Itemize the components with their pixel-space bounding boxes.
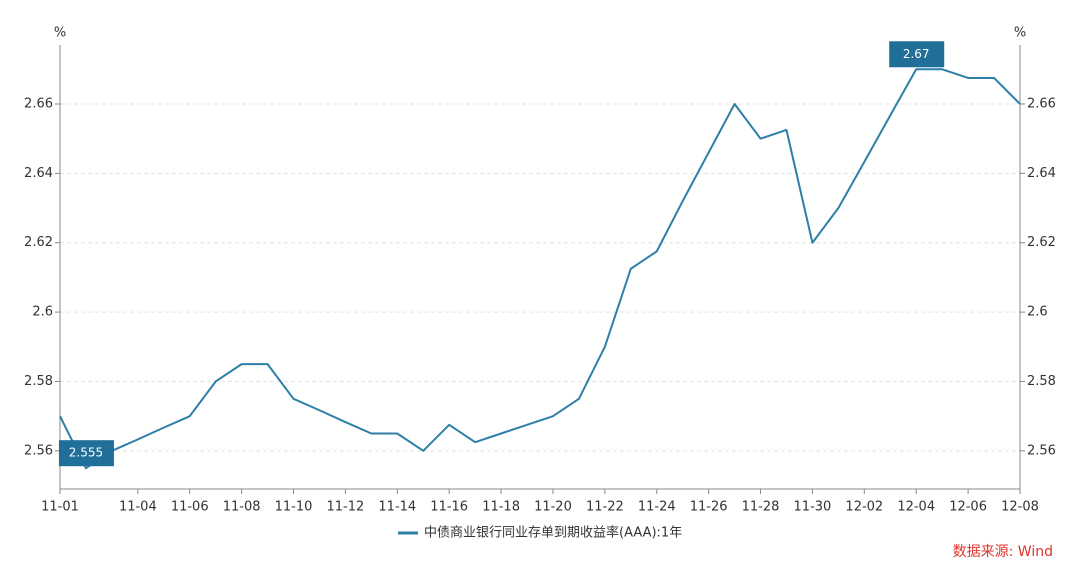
y2-tick-label: 2.58 (1027, 374, 1056, 389)
x-tick-label: 11-01 (41, 500, 79, 515)
x-tick-label: 12-06 (949, 500, 987, 515)
y2-tick-label: 2.66 (1027, 96, 1056, 111)
x-tick-label: 11-26 (690, 500, 728, 515)
source: 数据来源: Wind (953, 544, 1053, 560)
y2-tick-label: 2.64 (1027, 166, 1056, 181)
extreme-label-box (889, 41, 945, 68)
y2-tick-label: 2.6 (1027, 305, 1048, 320)
y-tick-label: 2.6 (32, 305, 53, 320)
x-tick-label: 11-20 (534, 500, 572, 515)
x-tick-label: 12-04 (897, 500, 935, 515)
x-tick-label: 11-24 (638, 500, 676, 515)
x-tick-label: 12-08 (1001, 500, 1039, 515)
x-tick-label: 11-16 (430, 500, 468, 515)
extreme-label: 2.555 (69, 446, 103, 460)
x-tick-label: 11-04 (119, 500, 157, 515)
x-tick-label: 12-02 (845, 500, 883, 515)
x-tick-label: 11-22 (586, 500, 624, 515)
x-tick-label: 11-10 (275, 500, 313, 515)
x-tick-label: 11-18 (482, 500, 520, 515)
y-tick-label: 2.62 (24, 235, 53, 250)
x-tick-label: 11-14 (378, 500, 416, 515)
y-tick-label: 2.66 (24, 96, 53, 111)
y-tick-label: 2.58 (24, 374, 53, 389)
x-tick-label: 11-28 (742, 500, 780, 515)
y-unit: % (54, 26, 66, 41)
extreme-label: 2.67 (903, 47, 930, 61)
y2-tick-label: 2.62 (1027, 235, 1056, 250)
x-tick-label: 11-30 (794, 500, 832, 515)
y2-unit: % (1014, 26, 1026, 41)
x-tick-label: 11-06 (171, 500, 209, 515)
y-tick-label: 2.64 (24, 166, 53, 181)
x-tick-label: 11-08 (223, 500, 261, 515)
y2-tick-label: 2.56 (1027, 443, 1056, 458)
legend-label: 中债商业银行同业存单到期收益率(AAA):1年 (424, 525, 682, 541)
x-tick-label: 11-12 (327, 500, 365, 515)
extreme-label-box (58, 440, 114, 467)
series-line (59, 68, 1021, 470)
y-tick-label: 2.56 (24, 443, 53, 458)
